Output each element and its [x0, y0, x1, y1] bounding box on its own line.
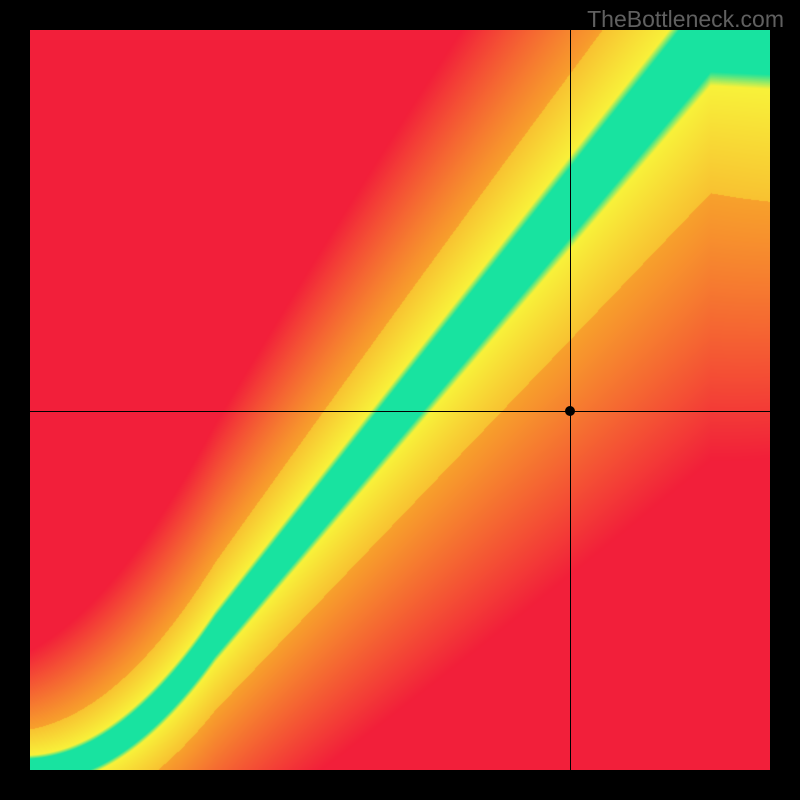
- watermark-text: TheBottleneck.com: [587, 6, 784, 33]
- crosshair-dot: [565, 406, 575, 416]
- crosshair-horizontal: [30, 411, 770, 412]
- crosshair-vertical: [570, 30, 571, 770]
- heatmap-canvas: [30, 30, 770, 770]
- heatmap-plot: [30, 30, 770, 770]
